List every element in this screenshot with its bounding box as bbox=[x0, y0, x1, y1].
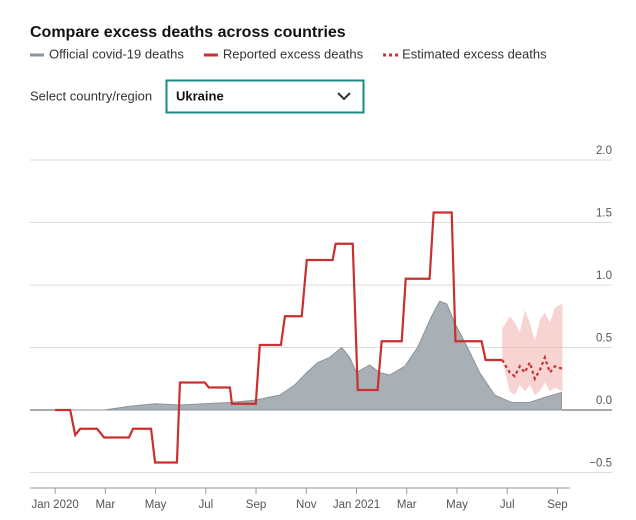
y-tick-label: 1.0 bbox=[596, 270, 612, 282]
confidence-band bbox=[502, 303, 563, 395]
y-tick-label: 2.0 bbox=[596, 145, 612, 157]
x-tick-label: Nov bbox=[296, 499, 317, 511]
legend-label: Reported excess deaths bbox=[223, 46, 364, 61]
legend-label: Official covid-19 deaths bbox=[49, 46, 184, 61]
select-label: Select country/region bbox=[30, 88, 152, 103]
x-tick-label: May bbox=[446, 499, 468, 511]
x-tick-label: Jul bbox=[500, 499, 515, 511]
legend-label: Estimated excess deaths bbox=[402, 46, 547, 61]
y-tick-label: 1.5 bbox=[596, 208, 612, 220]
select-value[interactable]: Ukraine bbox=[176, 88, 224, 103]
x-tick-label: Sep bbox=[547, 499, 567, 511]
x-tick-label: May bbox=[145, 499, 167, 511]
x-tick-label: Jul bbox=[198, 499, 213, 511]
x-tick-label: Mar bbox=[397, 499, 417, 511]
x-tick-label: Sep bbox=[246, 499, 266, 511]
x-tick-label: Mar bbox=[95, 499, 115, 511]
x-tick-label: Jan 2020 bbox=[31, 499, 78, 511]
line bbox=[55, 211, 503, 464]
select-box[interactable] bbox=[165, 79, 365, 114]
chevron[interactable] bbox=[337, 92, 351, 101]
x-tick-label: Jan 2021 bbox=[333, 499, 380, 511]
y-tick-label: 0.5 bbox=[596, 333, 612, 345]
y-tick-label: 0.0 bbox=[596, 395, 612, 407]
country-select[interactable]: Ukraine bbox=[165, 79, 365, 114]
area bbox=[55, 300, 562, 411]
chart-title: Compare excess deaths across countries bbox=[30, 24, 346, 41]
y-tick-label: −0.5 bbox=[589, 458, 612, 470]
dotted-line bbox=[501, 354, 563, 382]
